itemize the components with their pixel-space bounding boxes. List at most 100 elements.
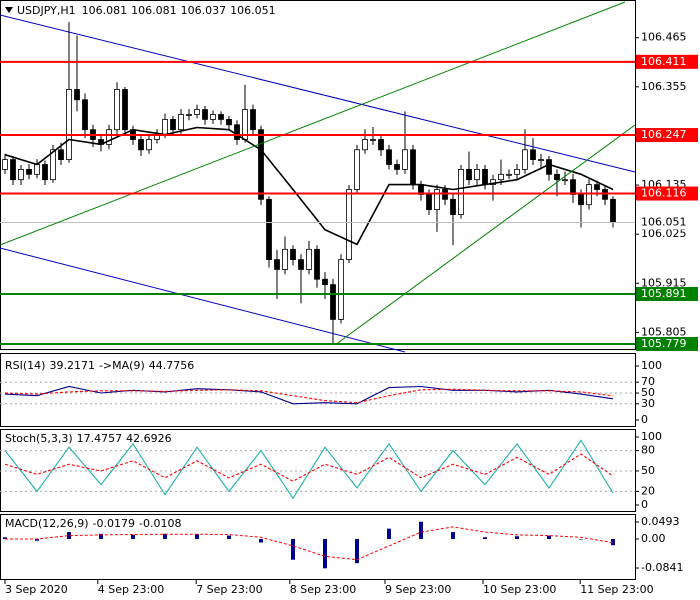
y-tick-label: 50: [641, 464, 655, 477]
candle-body: [346, 189, 352, 261]
bar-open: 106.081: [82, 4, 128, 17]
candle-body: [466, 169, 472, 181]
candle-body: [554, 173, 560, 181]
x-tick-label: 11 Sep 23:00: [580, 583, 653, 596]
candle-body: [482, 169, 488, 185]
macd-title: MACD(12,26,9): [5, 517, 89, 530]
y-tick-label: 30: [641, 397, 655, 410]
level-label: 105.891: [641, 287, 687, 300]
candle-body: [26, 169, 32, 175]
macd-bar: [67, 532, 71, 540]
candle-body: [226, 119, 232, 126]
overlay-layer: 106.465106.355106.245106.135106.025105.9…: [0, 31, 698, 596]
candle-body: [194, 109, 200, 115]
candle-body: [66, 89, 72, 160]
macd-signal-value: -0.0108: [139, 517, 181, 530]
macd-bar: [131, 534, 135, 540]
bar-close: 106.051: [230, 4, 276, 17]
y-tick-label: -0.0841: [641, 561, 683, 574]
candle-body: [578, 194, 584, 206]
candle-body: [490, 179, 496, 185]
bar-low: 106.037: [181, 4, 227, 17]
candle-body: [370, 139, 376, 141]
y-tick-label: 70: [641, 375, 655, 388]
candle-body: [274, 259, 280, 270]
candle-body: [426, 194, 432, 210]
candle-body: [298, 259, 304, 270]
macd-bar: [259, 539, 263, 543]
level-label: 105.779: [641, 337, 687, 350]
candle-body: [506, 173, 512, 176]
macd-bar: [227, 535, 231, 540]
y-tick-label: 80: [641, 444, 655, 457]
macd-bar: [515, 536, 519, 540]
candle-body: [74, 89, 80, 101]
main-header: USDJPY,H1 106.081 106.081 106.037 106.051: [17, 4, 276, 17]
rsi-title: RSI(14): [5, 359, 45, 372]
y-tick-label: 50: [641, 386, 655, 399]
macd-bar: [579, 539, 583, 540]
macd-signal: [5, 526, 614, 561]
x-tick-label: 10 Sep 23:00: [483, 583, 556, 596]
candle-body: [394, 164, 400, 170]
x-tick-label: 9 Sep 23:00: [385, 583, 451, 596]
x-tick-label: 4 Sep 23:00: [98, 583, 164, 596]
macd-bar: [291, 539, 295, 560]
candle-body: [610, 198, 616, 223]
menu-icon[interactable]: [5, 7, 13, 13]
candle-body: [458, 169, 464, 215]
candle-body: [522, 149, 528, 170]
candle-body: [282, 248, 288, 270]
y-tick-label: 20: [641, 484, 655, 497]
level-label-box: [636, 286, 698, 301]
macd-bar: [323, 539, 327, 569]
candle-body: [450, 198, 456, 215]
candle-body: [42, 164, 48, 181]
indicator-line: [4, 388, 614, 404]
macd-bar: [419, 521, 423, 540]
y-tick-label: 0: [641, 498, 648, 511]
candle-body: [82, 99, 88, 131]
candle-body: [106, 129, 112, 145]
macd-value: -0.0179: [93, 517, 135, 530]
rsi-header: RSI(14) 39.2171 ->MA(9) 44.7756: [5, 359, 194, 372]
candle-body: [34, 164, 40, 175]
candle-body: [330, 284, 336, 320]
y-tick-label: 105.915: [641, 276, 687, 289]
candle-body: [434, 189, 440, 210]
candle-body: [122, 89, 128, 131]
candle-body: [322, 278, 328, 286]
candle-body: [354, 149, 360, 190]
y-tick-label: 106.465: [641, 31, 687, 44]
stoch-main-value: 17.4757: [77, 432, 123, 445]
candle-body: [58, 149, 64, 160]
rsi-value: 39.2171: [49, 359, 95, 372]
candle-body: [586, 184, 592, 206]
candle-body: [530, 149, 536, 160]
macd-bar: [163, 533, 167, 540]
candle-body: [306, 248, 312, 270]
candle-body: [210, 114, 216, 120]
rsi-panel: [0, 353, 636, 427]
candle-body: [250, 109, 256, 131]
moving-average: [4, 126, 614, 246]
macd-panel: [0, 514, 636, 580]
macd-bar: [451, 532, 455, 540]
macd-bar: [355, 539, 359, 564]
candle-body: [290, 248, 296, 261]
candle-body: [258, 129, 264, 200]
candle-body: [514, 169, 520, 175]
candle-body: [546, 159, 552, 175]
level-label: 106.411: [641, 55, 687, 68]
candle-body: [474, 169, 480, 181]
macd-bar: [547, 535, 551, 540]
y-tick-label: 106.355: [641, 80, 687, 93]
y-tick-label: 100: [641, 430, 662, 443]
candle-body: [186, 114, 192, 116]
bar-high: 106.081: [131, 4, 177, 17]
candle-body: [10, 159, 16, 181]
indicator-line: [4, 439, 614, 500]
macd-bar: [3, 537, 7, 540]
last-price-label: 106.051: [641, 216, 687, 229]
